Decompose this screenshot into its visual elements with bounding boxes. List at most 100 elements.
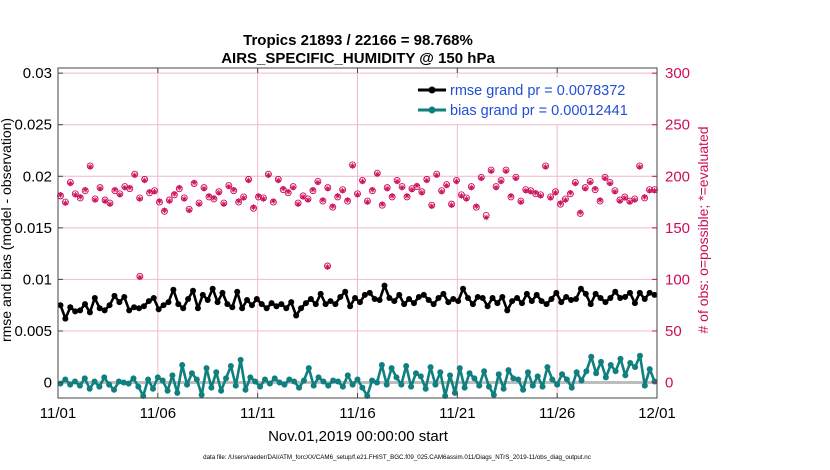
bias-point — [184, 381, 191, 388]
legend-bias-marker — [428, 106, 436, 114]
x-tick-label: 12/01 — [638, 405, 676, 422]
obs-evaluated-marker — [607, 180, 613, 187]
obs-evaluated-marker — [211, 195, 217, 201]
rmse-point — [484, 303, 491, 310]
bias-point — [632, 364, 639, 371]
rmse-point — [499, 293, 506, 300]
obs-evaluated-marker — [315, 179, 321, 186]
rmse-point — [253, 296, 260, 302]
obs-evaluated-marker — [562, 197, 569, 203]
obs-evaluated-marker — [389, 193, 395, 199]
obs-evaluated-marker — [176, 184, 183, 191]
bias-point — [261, 376, 268, 383]
obs-evaluated-marker — [592, 185, 598, 192]
rmse-point — [155, 306, 162, 313]
axis-ticks: 11/01 11/06 11/11 11/16 11/21 11/26 12/01 0 0.00… — [14, 65, 690, 422]
bias-point — [237, 356, 244, 363]
bias-point — [232, 382, 239, 389]
bias-point — [247, 374, 254, 381]
obs-evaluated-marker — [265, 172, 272, 179]
bias-point — [154, 374, 161, 381]
bias-point — [417, 373, 424, 380]
obs-evaluated-marker — [156, 198, 163, 204]
bias-point — [422, 385, 429, 392]
y-right-tick-label: 250 — [665, 117, 690, 134]
bias-point — [583, 368, 590, 375]
obs-evaluated-marker — [181, 196, 188, 202]
rmse-point — [140, 303, 147, 310]
bias-point — [636, 352, 643, 359]
y-left-tick-label: 0.02 — [23, 168, 52, 185]
rmse-point — [352, 294, 359, 301]
bias-point — [305, 365, 312, 372]
obs-evaluated-marker — [384, 185, 391, 192]
obs-evaluated-marker — [191, 179, 197, 186]
rmse-point — [479, 294, 486, 301]
rmse-point — [415, 293, 422, 300]
obs-evaluated-marker — [453, 178, 460, 185]
rmse-point — [514, 294, 521, 301]
obs-evaluated-marker — [473, 203, 480, 209]
obs-evaluated-marker — [250, 204, 257, 211]
bias-point — [602, 374, 609, 381]
obs-evaluated-marker — [270, 198, 277, 204]
obs-evaluated-marker — [587, 179, 593, 186]
obs-evaluated-marker — [171, 191, 178, 197]
obs-evaluated-marker — [572, 180, 579, 187]
rmse-point — [175, 301, 182, 308]
rmse-point — [622, 293, 629, 300]
bias-point — [223, 375, 230, 382]
rmse-point — [82, 301, 89, 308]
obs-evaluated-marker — [636, 164, 643, 170]
bias-point — [111, 386, 118, 393]
x-tick-label: 11/16 — [339, 405, 375, 422]
rmse-point — [145, 298, 152, 305]
obs-evaluated-marker — [102, 198, 108, 204]
bias-point — [159, 377, 166, 384]
rmse-point — [410, 300, 417, 307]
bias-point — [524, 369, 531, 376]
bias-point — [383, 381, 390, 388]
bias-point — [188, 370, 195, 377]
rmse-point — [607, 294, 614, 301]
rmse-point — [160, 302, 167, 309]
bias-point — [447, 372, 454, 379]
obs-evaluated-marker — [221, 201, 227, 207]
y-right-tick-label: 300 — [665, 65, 690, 82]
obs-evaluated-marker — [433, 172, 440, 179]
rmse-point — [136, 305, 143, 312]
y-left-tick-label: 0.005 — [14, 323, 52, 340]
obs-evaluated-marker — [567, 189, 574, 196]
rmse-point — [568, 297, 575, 304]
obs-evaluated-marker — [557, 200, 564, 206]
rmse-point — [57, 302, 64, 309]
obs-evaluated-marker — [641, 194, 648, 200]
obs-evaluated-marker — [275, 177, 282, 184]
obs-evaluated-marker — [324, 264, 331, 270]
obs-evaluated-marker — [443, 182, 450, 189]
y-left-tick-label: 0.01 — [23, 271, 52, 288]
obs-evaluated-marker — [260, 196, 267, 202]
rmse-point — [440, 290, 447, 297]
bias-point — [412, 370, 419, 377]
rmse-point — [229, 304, 236, 311]
bias-point — [193, 376, 200, 383]
legend-rmse-label: rmse grand pr = 0.0078372 — [450, 83, 625, 99]
obs-evaluated-marker — [305, 197, 311, 203]
obs-evaluated-marker — [508, 193, 514, 199]
rmse-point — [376, 297, 383, 304]
obs-evaluated-marker — [617, 198, 623, 204]
rmse-point — [582, 290, 589, 297]
rmse-point — [445, 299, 452, 306]
rmse-point — [327, 298, 334, 305]
obs-evaluated-marker — [404, 193, 410, 199]
rmse-point — [165, 299, 172, 306]
bias-point — [597, 358, 604, 365]
obs-evaluated-marker — [448, 202, 455, 208]
obs-evaluated-marker — [295, 201, 301, 207]
bias-point — [466, 370, 473, 377]
bias-point — [242, 386, 249, 393]
obs-evaluated-marker — [196, 201, 202, 207]
obs-evaluated-marker — [518, 199, 524, 205]
